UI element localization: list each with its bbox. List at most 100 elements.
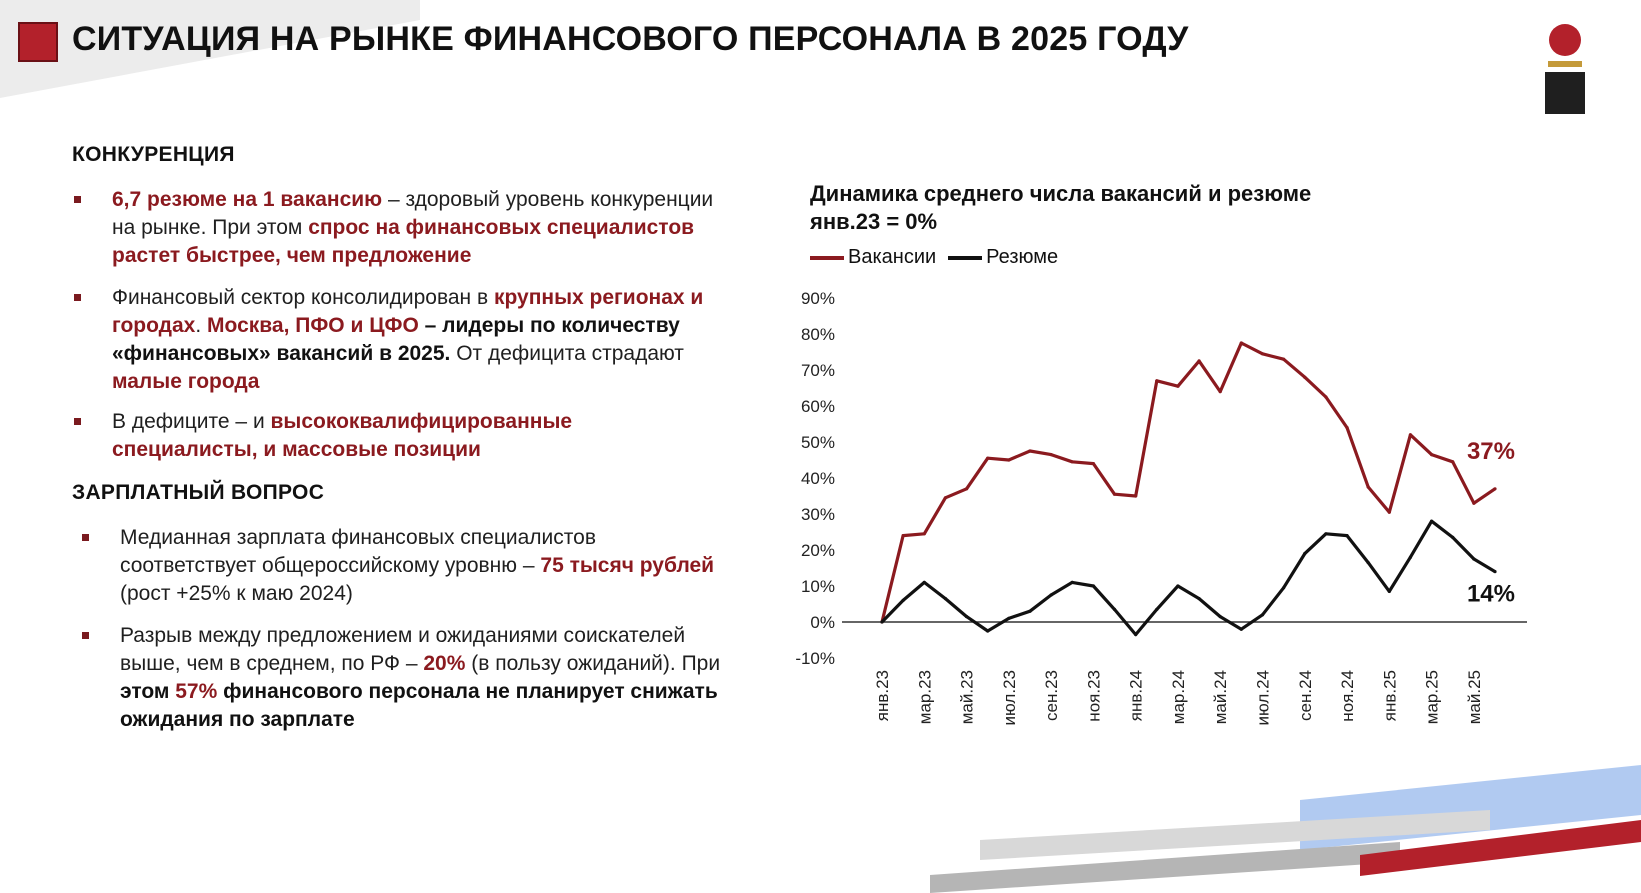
x-tick-label: сен.23: [1042, 670, 1061, 721]
data-point-vacancies: [1176, 384, 1180, 388]
y-tick-label: -10%: [795, 649, 835, 668]
legend-item-resumes: Резюме: [948, 246, 1058, 269]
highlight-text: 75 тысяч рублей: [540, 554, 715, 577]
highlight-text: спрос на финансовых специалистов: [308, 216, 695, 239]
data-point-vacancies: [1366, 485, 1370, 489]
company-logo-icon: [1545, 24, 1585, 114]
data-point-vacancies: [1155, 379, 1159, 383]
y-tick-label: 50%: [801, 433, 835, 452]
data-point-resumes: [1134, 633, 1138, 637]
x-tick-label: мар.23: [915, 670, 934, 724]
y-tick-label: 10%: [801, 577, 835, 596]
x-tick-label: май.23: [958, 670, 977, 724]
data-point-vacancies: [922, 532, 926, 536]
data-point-vacancies: [1028, 449, 1032, 453]
data-point-vacancies: [1345, 426, 1349, 430]
bullet-text: выше, чем в среднем, по РФ –: [120, 652, 424, 675]
data-point-resumes: [1197, 597, 1201, 601]
y-tick-label: 30%: [801, 505, 835, 524]
x-tick-label: июл.23: [1000, 670, 1019, 725]
annotation-resumes: 14%: [1467, 581, 1515, 608]
bullet-text: – здоровый уровень конкуренции: [382, 188, 714, 211]
series-line-vacancies: [880, 341, 1496, 623]
data-point-resumes: [1493, 570, 1497, 574]
bullet-marker-icon: [82, 534, 89, 541]
highlight-text: Москва, ПФО и ЦФО: [207, 314, 419, 337]
y-tick-label: 60%: [801, 397, 835, 416]
data-point-vacancies: [1218, 390, 1222, 394]
data-point-vacancies: [986, 456, 990, 460]
bullet-competition-3: В дефиците – и высококвалифицированные с…: [74, 408, 792, 464]
bold-text: «финансовых» вакансий в 2025.: [112, 342, 451, 365]
data-point-resumes: [1155, 607, 1159, 611]
x-tick-label: янв.24: [1127, 670, 1146, 721]
data-point-resumes: [1429, 519, 1434, 523]
data-point-vacancies: [1387, 510, 1391, 514]
data-point-resumes: [1112, 607, 1117, 611]
data-point-resumes: [986, 629, 990, 633]
legend-swatch-vacancies: [810, 255, 844, 260]
data-point-vacancies: [1197, 359, 1201, 363]
bullet-salary-1: Медианная зарплата финансовых специалист…: [82, 524, 800, 608]
data-point-resumes: [1028, 609, 1032, 613]
data-point-resumes: [1387, 589, 1391, 593]
x-tick-label: сен.24: [1296, 670, 1315, 721]
highlight-text: 6,7 резюме на 1 вакансию: [112, 188, 383, 211]
highlight-text: крупных регионах и: [493, 286, 704, 309]
bullet-text: на рынке. При этом: [112, 216, 309, 239]
data-point-resumes: [1451, 535, 1455, 539]
x-tick-label: май.24: [1211, 670, 1230, 724]
highlight-text: высококвалифицированные: [270, 410, 573, 433]
bold-text: – лидеры по количеству: [418, 314, 680, 337]
bullet-competition-2: Финансовый сектор консолидирован в крупн…: [74, 284, 792, 396]
corner-decoration: [0, 0, 420, 98]
bold-text: этом: [120, 680, 176, 703]
bullet-salary-2: Разрыв между предложением и ожиданиями с…: [82, 622, 800, 734]
data-point-vacancies: [1091, 462, 1095, 466]
y-tick-label: 90%: [801, 289, 835, 308]
page-title: СИТУАЦИЯ НА РЫНКЕ ФИНАНСОВОГО ПЕРСОНАЛА …: [72, 20, 1189, 58]
data-point-vacancies: [1408, 433, 1413, 437]
data-point-vacancies: [1493, 487, 1497, 491]
y-tick-label: 0%: [810, 613, 835, 632]
bullet-text: Финансовый сектор консолидирован в: [112, 286, 494, 309]
chart-subtitle: янв.23 = 0%: [810, 209, 938, 234]
data-point-resumes: [1345, 534, 1349, 538]
bullet-marker-icon: [82, 632, 89, 639]
x-tick-label: мар.25: [1423, 670, 1442, 724]
data-point-vacancies: [964, 487, 969, 491]
y-tick-label: 40%: [801, 469, 835, 488]
x-tick-label: мар.24: [1169, 670, 1188, 724]
x-tick-label: янв.23: [873, 670, 892, 721]
annotation-vacancies: 37%: [1467, 438, 1515, 465]
data-point-vacancies: [1260, 352, 1265, 356]
data-point-vacancies: [1112, 492, 1117, 496]
legend-label-resumes: Резюме: [986, 246, 1059, 268]
title-square-icon: [18, 22, 58, 62]
x-tick-label: май.25: [1465, 670, 1484, 724]
legend-swatch-resumes: [948, 255, 983, 260]
data-point-vacancies: [1070, 460, 1074, 464]
series-line-resumes: [880, 519, 1496, 637]
data-point-resumes: [1176, 584, 1180, 588]
data-point-vacancies: [1429, 453, 1434, 457]
highlight-text: малые города: [112, 370, 260, 393]
x-tick-label: янв.25: [1380, 670, 1399, 721]
legend-label-vacancies: Вакансии: [848, 246, 937, 268]
data-point-resumes: [943, 597, 948, 601]
data-point-resumes: [1472, 557, 1476, 561]
data-point-vacancies: [1049, 453, 1053, 457]
bullet-text: .: [195, 314, 208, 337]
bold-text: ожидания по зарплате: [120, 708, 355, 731]
chart-title: Динамика среднего числа вакансий и резюм…: [810, 180, 1311, 236]
data-point-resumes: [1070, 580, 1074, 584]
data-point-resumes: [964, 615, 969, 619]
line-chart: -10% 0% 10% 20% 30% 40% 50% 60% 70% 80% 90% янв.23 м…: [795, 289, 1527, 725]
data-point-vacancies: [901, 534, 905, 538]
data-point-resumes: [1049, 593, 1053, 597]
data-point-resumes: [1408, 555, 1413, 559]
data-point-resumes: [1282, 586, 1286, 590]
data-point-resumes: [1303, 552, 1307, 556]
